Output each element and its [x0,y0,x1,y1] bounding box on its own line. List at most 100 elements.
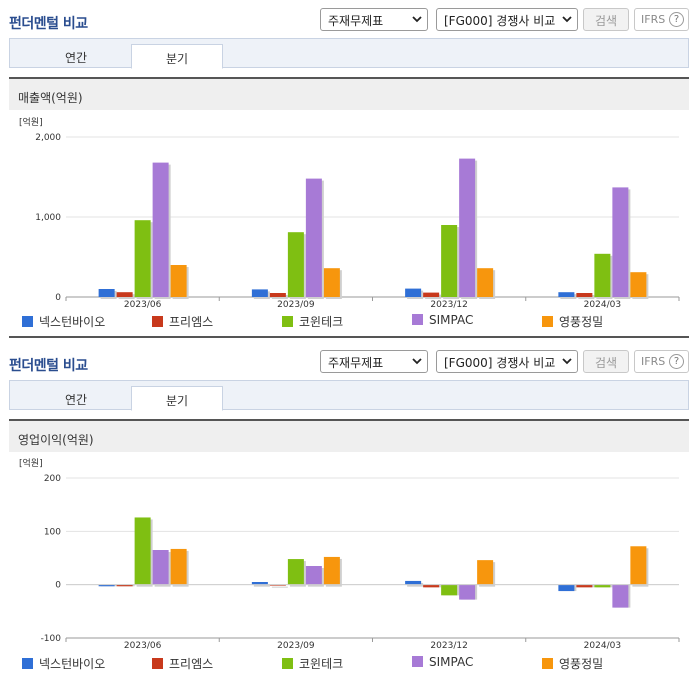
bar-shadow [253,584,270,587]
y-tick-label: -100 [41,634,62,644]
legend-item[interactable]: 넥스턴바이오 [22,655,105,672]
bar-코윈테크 [441,584,458,596]
legend-label: 프리엠스 [169,657,214,671]
tab-annual[interactable]: 연간 [64,393,88,407]
legend-swatch [22,316,33,327]
statement-select[interactable]: 주재무제표 [320,350,428,373]
legend-swatch [412,314,423,325]
compare-select[interactable]: [FG000] 경쟁사 비교 [436,8,578,31]
panel-operating-profit: 펀더멘털 비교 주재무제표 [FG000] 경쟁사 비교 검색 IFRS ? 연… [0,342,696,684]
y-tick-label: 100 [44,527,61,537]
legend-swatch [412,656,423,667]
tab-annual[interactable]: 연간 [64,51,88,65]
statement-select-value: 주재무제표 [328,14,384,28]
bar-shadow [271,586,288,588]
bar-넥스턴바이오 [98,584,115,587]
legend-item[interactable]: SIMPAC [412,655,473,669]
bar-프리엠스 [423,584,440,588]
search-button[interactable]: 검색 [583,8,629,31]
legend-label: 영풍정밀 [559,315,604,329]
x-tick-label: 2023/09 [277,300,315,310]
bar-넥스턴바이오 [251,582,268,585]
bar-넥스턴바이오 [98,289,115,297]
period-tabs: 연간 분기 [9,38,689,69]
x-tick-label: 2023/12 [430,641,467,651]
bar-코윈테크 [287,232,304,297]
bar-SIMPAC [459,158,476,297]
compare-select-value: [FG000] 경쟁사 비교 [444,14,556,28]
section-title: 영업이익(억원) [9,419,689,452]
revenue-bar-chart: [억원] 2,000 1,000 0 2023/06 2023/09 2023/12 2024… [19,116,680,310]
ifrs-help-button[interactable]: IFRS ? [634,350,689,373]
panel-divider [9,336,689,338]
legend-swatch [152,658,163,669]
legend-label: SIMPAC [429,313,474,327]
bar-SIMPAC [305,178,322,297]
bar-넥스턴바이오 [558,584,575,592]
legend-label: 넥스턴바이오 [39,315,106,329]
panel-revenue: 펀더멘털 비교 주재무제표 [FG000] 경쟁사 비교 검색 IFRS ? 연… [9,8,689,330]
legend-item[interactable]: 코윈테크 [282,313,343,330]
bar-프리엠스 [116,292,133,297]
search-button[interactable]: 검색 [583,350,629,373]
bar-넥스턴바이오 [405,288,422,297]
bar-코윈테크 [134,517,151,585]
bar-영풍정밀 [170,548,187,585]
bar-프리엠스 [269,293,286,297]
x-tick-label: 2023/12 [430,300,467,310]
x-tick-label: 2024/03 [584,300,621,310]
tab-quarterly[interactable]: 분기 [131,44,223,69]
y-tick-label: 200 [44,474,61,484]
bar-영풍정밀 [630,546,647,585]
bar-영풍정밀 [323,556,340,585]
x-tick-label: 2023/09 [277,641,315,651]
bar-프리엠스 [269,584,286,586]
bar-프리엠스 [423,292,440,297]
legend-label: SIMPAC [429,655,474,669]
tab-quarterly[interactable]: 분기 [131,386,223,411]
y-unit-label: [억원] [19,457,43,469]
bar-코윈테크 [441,225,458,297]
bar-영풍정밀 [630,272,647,297]
legend-label: 영풍정밀 [559,657,604,671]
statement-select[interactable]: 주재무제표 [320,8,428,31]
legend-item[interactable]: SIMPAC [412,313,473,327]
ifrs-label: IFRS [641,355,666,368]
compare-select[interactable]: [FG000] 경쟁사 비교 [436,350,578,373]
legend-item[interactable]: 넥스턴바이오 [22,313,105,330]
legend-item[interactable]: 코윈테크 [282,655,343,672]
chevron-down-icon [412,16,422,23]
y-tick-label: 0 [55,293,61,303]
bar-SIMPAC [305,566,322,585]
help-icon: ? [669,12,684,27]
legend-swatch [542,316,553,327]
bar-코윈테크 [594,584,611,588]
legend-item[interactable]: 영풍정밀 [542,655,603,672]
bar-SIMPAC [152,550,169,585]
legend-swatch [282,316,293,327]
legend-item[interactable]: 프리엠스 [152,313,213,330]
legend-item[interactable]: 영풍정밀 [542,313,603,330]
bar-코윈테크 [594,253,611,297]
ifrs-help-button[interactable]: IFRS ? [634,8,689,31]
bar-넥스턴바이오 [251,289,268,297]
y-tick-label: 2,000 [35,133,61,143]
bar-SIMPAC [459,584,476,600]
bar-영풍정밀 [477,560,494,585]
x-tick-label: 2023/06 [124,641,162,651]
bar-영풍정밀 [170,265,187,297]
legend-item[interactable]: 프리엠스 [152,655,213,672]
section-title: 매출액(억원) [9,77,689,110]
y-tick-label: 1,000 [35,213,61,223]
legend-swatch [22,658,33,669]
bar-영풍정밀 [323,268,340,297]
x-tick-label: 2023/06 [124,300,162,310]
legend-swatch [542,658,553,669]
bar-프리엠스 [576,584,593,588]
chevron-down-icon [562,358,572,365]
legend-label: 코윈테크 [299,657,344,671]
bar-프리엠스 [116,584,133,587]
legend-label: 코윈테크 [299,315,344,329]
bar-코윈테크 [134,220,151,297]
operating-profit-bar-chart: [억원]200 100 0 -100 2023/06 2023/09 2023/12 2024… [19,457,680,651]
